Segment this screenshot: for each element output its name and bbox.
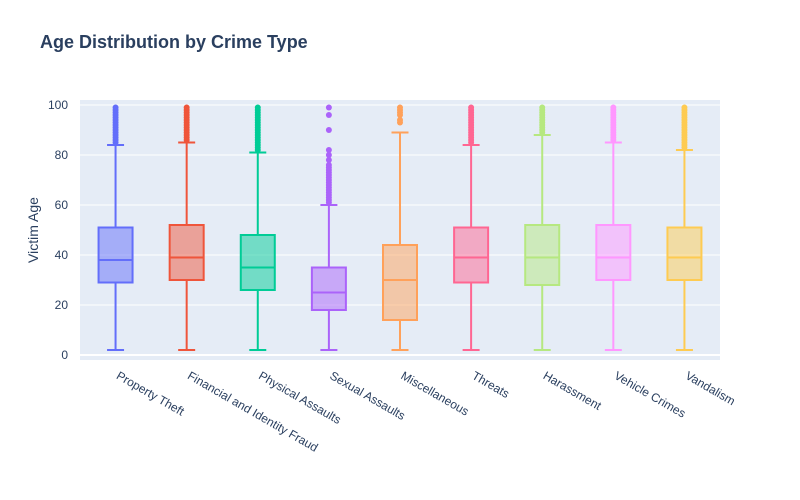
- outlier-point: [610, 104, 617, 111]
- iqr-box: [666, 226, 703, 281]
- outlier-point: [681, 104, 688, 111]
- iqr-box: [239, 234, 276, 291]
- outlier-point: [325, 104, 332, 111]
- outlier-point: [325, 112, 332, 118]
- outlier-point: [397, 117, 403, 123]
- outlier-point: [397, 104, 403, 111]
- y-tick-label: 20: [55, 298, 69, 312]
- iqr-box: [97, 226, 134, 284]
- box-1: [97, 104, 134, 351]
- outlier-point: [325, 157, 332, 163]
- box-7: [524, 104, 561, 351]
- box-9: [666, 104, 703, 351]
- outlier-point: [325, 152, 332, 158]
- chart-title: Age Distribution by Crime Type: [40, 32, 308, 52]
- box-3: [239, 104, 276, 351]
- outlier-point: [112, 104, 119, 111]
- box-series: [97, 104, 703, 351]
- y-tick-label: 40: [55, 248, 69, 262]
- x-tick-label: Financial and Identity Fraud: [185, 368, 320, 454]
- y-axis-ticks: 0 20 40 60 80 100: [48, 98, 68, 362]
- x-tick-label: Vandalism: [683, 368, 738, 408]
- outlier-point: [539, 104, 546, 111]
- x-tick-label: Threats: [470, 368, 512, 400]
- iqr-box: [310, 266, 347, 311]
- x-tick-label: Vehicle Crimes: [612, 368, 688, 420]
- box-4: [310, 104, 347, 351]
- box-8: [595, 104, 632, 351]
- y-tick-label: 60: [55, 198, 69, 212]
- outlier-point: [325, 147, 332, 153]
- box-6: [453, 104, 490, 351]
- x-tick-label: Miscellaneous: [399, 368, 472, 418]
- x-tick-label: Property Theft: [114, 368, 187, 418]
- iqr-box: [382, 244, 418, 321]
- outlier-point: [183, 104, 190, 111]
- iqr-box: [595, 224, 632, 281]
- outlier-point: [468, 104, 475, 111]
- y-tick-label: 80: [55, 148, 69, 162]
- box-2: [168, 104, 205, 351]
- outlier-point: [325, 162, 332, 168]
- iqr-box: [524, 224, 561, 286]
- x-tick-label: Harassment: [541, 368, 605, 413]
- y-axis-title: Victim Age: [25, 197, 41, 263]
- y-tick-label: 0: [61, 348, 68, 362]
- outlier-point: [254, 104, 261, 111]
- y-tick-label: 100: [48, 98, 68, 112]
- iqr-box: [168, 224, 205, 281]
- outlier-point: [325, 127, 332, 133]
- box-5: [382, 104, 418, 351]
- iqr-box: [453, 226, 490, 284]
